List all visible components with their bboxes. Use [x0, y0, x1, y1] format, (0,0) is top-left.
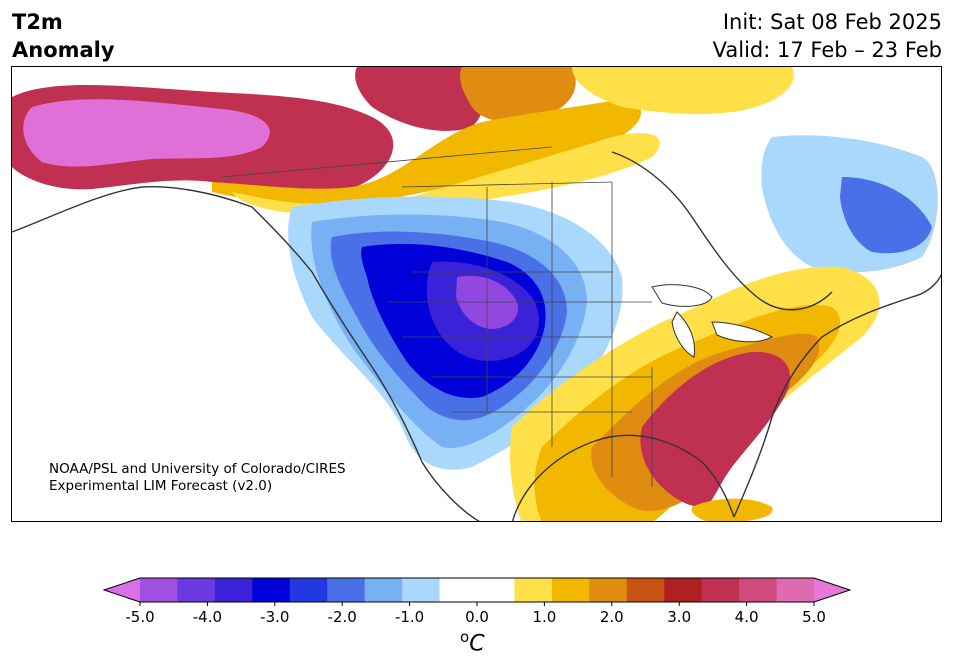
northeast-arctic-yellow — [572, 67, 794, 115]
colorbar-unit: oC — [460, 628, 485, 656]
colorbar-segment — [289, 578, 328, 602]
colorbar-segment — [514, 578, 553, 602]
coastlines — [12, 151, 941, 521]
east-canada-blue — [840, 177, 932, 254]
colorbar-segment — [140, 578, 178, 602]
colorbar-segment — [589, 578, 628, 602]
map-title: T2m Anomaly — [12, 8, 115, 64]
colorbar-tick-label: 5.0 — [802, 608, 826, 626]
colorbar-tick-label: -3.0 — [260, 608, 289, 626]
colorbar-segment — [177, 578, 216, 602]
colorbar-segment — [664, 578, 703, 602]
credit-line-1: NOAA/PSL and University of Colorado/CIRE… — [49, 461, 346, 477]
credit-line-2: Experimental LIM Forecast (v2.0) — [49, 478, 273, 494]
colorbar-segment — [776, 578, 815, 602]
title-line-1: T2m — [12, 10, 63, 34]
colorbar-tick-label: 4.0 — [735, 608, 759, 626]
unit-degree-symbol: o — [460, 628, 470, 646]
colorbar-segment — [439, 578, 478, 602]
init-date: Init: Sat 08 Feb 2025 — [722, 10, 942, 34]
cuba-orange — [691, 498, 773, 521]
credit-text: NOAA/PSL and University of Colorado/CIRE… — [49, 461, 346, 495]
great-lakes — [651, 284, 774, 358]
arctic-orange-band — [460, 67, 576, 123]
colorbar-segment — [739, 578, 778, 602]
colorbar-segment — [214, 578, 253, 602]
colorbar-segment — [364, 578, 403, 602]
colorbar-over-extension — [814, 578, 850, 602]
canada-orange-band — [212, 97, 641, 204]
title-line-2: Anomaly — [12, 38, 115, 62]
colorbar-tick-label: -1.0 — [395, 608, 424, 626]
arctic-warm-band — [355, 67, 483, 131]
colorbar-tick-label: -4.0 — [193, 608, 222, 626]
colorbar-under-extension — [104, 578, 140, 602]
colorbar-tick-label: -5.0 — [125, 608, 154, 626]
colorbar-segment — [626, 578, 665, 602]
colorbar-segment — [327, 578, 366, 602]
anomaly-map-canvas — [12, 67, 941, 521]
colorbar-tick-label: 0.0 — [465, 608, 489, 626]
unit-letter: C — [469, 631, 485, 657]
colorbar-tick-label: 1.0 — [532, 608, 556, 626]
alaska-strong-warm-region — [23, 99, 270, 167]
valid-date: Valid: 17 Feb – 23 Feb — [712, 38, 942, 62]
colorbar: -5.0 -4.0 -3.0 -2.0 -1.0 0.0 1.0 2.0 3.0 4.0 5.0 — [0, 570, 954, 670]
colorbar-tick-label: -2.0 — [328, 608, 357, 626]
southeast-red — [640, 351, 791, 507]
colorbar-segment — [252, 578, 291, 602]
colorbar-segment — [701, 578, 740, 602]
anomaly-map — [11, 66, 942, 522]
colorbar-graphic: -5.0 -4.0 -3.0 -2.0 -1.0 0.0 1.0 2.0 3.0 4.0 5.0 — [102, 577, 852, 626]
colorbar-segment — [477, 578, 515, 602]
colorbar-tick-label: 2.0 — [600, 608, 624, 626]
colorbar-segment — [402, 578, 441, 602]
political-borders — [221, 146, 653, 487]
colorbar-segment — [551, 578, 590, 602]
date-info: Init: Sat 08 Feb 2025 Valid: 17 Feb – 23… — [713, 8, 942, 64]
colorbar-tick-label: 3.0 — [667, 608, 691, 626]
